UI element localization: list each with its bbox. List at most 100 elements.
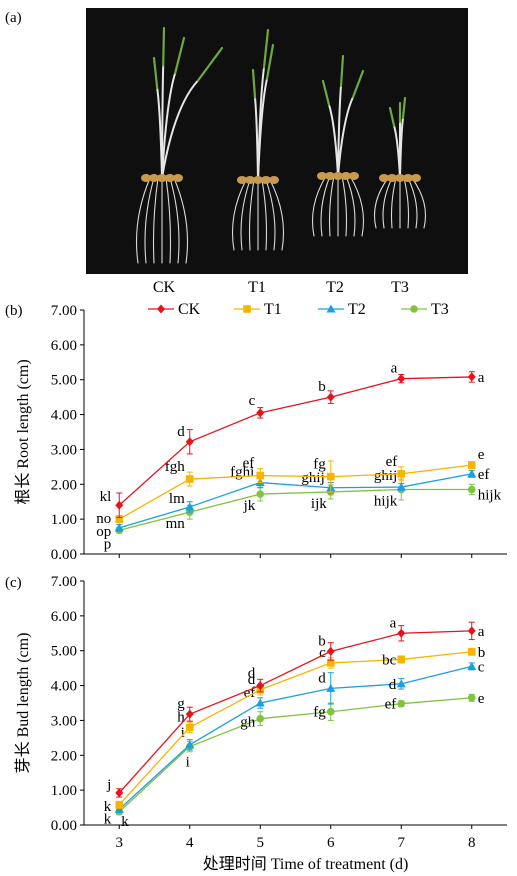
y-tick-label: 7.00 — [51, 574, 77, 590]
significance-label: a — [391, 361, 398, 377]
data-point — [467, 372, 476, 382]
significance-label: d — [177, 424, 185, 440]
series-line-t3 — [118, 697, 472, 813]
y-tick-label: 1.00 — [51, 512, 77, 528]
series-t1 — [115, 647, 476, 809]
seedling-photo — [86, 8, 468, 274]
photo-label-t1: T1 — [248, 279, 266, 296]
x-tick-label: 6 — [327, 835, 335, 851]
legend-label: T2 — [348, 301, 366, 318]
photo-label-t3: T3 — [391, 279, 409, 296]
significance-label: op — [96, 524, 111, 540]
data-point — [396, 482, 406, 491]
y-axis-title: 芽长 Bud length (cm) — [14, 633, 32, 774]
data-point — [185, 709, 194, 719]
significance-label: hijk — [374, 494, 398, 510]
y-tick-label: 7.00 — [51, 303, 77, 319]
significance-label: fg — [313, 705, 326, 721]
data-point — [396, 679, 406, 688]
significance-label: j — [106, 777, 111, 793]
y-tick-label: 3.00 — [51, 713, 77, 729]
data-point — [467, 485, 476, 494]
data-point — [397, 628, 406, 638]
data-point — [467, 626, 476, 636]
data-point — [326, 659, 335, 667]
significance-label: hijk — [478, 488, 502, 504]
series-line-ck — [118, 376, 472, 506]
significance-label: c — [478, 659, 485, 675]
y-tick-label: 4.00 — [51, 408, 77, 424]
significance-label: k — [104, 799, 112, 815]
significance-label: d — [248, 666, 256, 682]
significance-label: i — [181, 725, 185, 741]
legend-marker — [410, 305, 418, 313]
data-point — [185, 502, 195, 511]
legend-item-t3: T3 — [401, 301, 449, 318]
data-point — [397, 655, 406, 664]
significance-label: h — [177, 709, 185, 725]
y-tick-label: 2.00 — [51, 477, 77, 493]
data-point — [185, 740, 195, 749]
y-tick-label: 5.00 — [51, 644, 77, 660]
data-point — [114, 523, 124, 532]
panel-label-b: (b) — [5, 303, 23, 319]
panel-label-a: (a) — [5, 10, 22, 26]
data-point — [326, 472, 335, 481]
photo-label-t2: T2 — [326, 279, 344, 296]
y-tick-label: 0.00 — [51, 547, 77, 563]
data-point — [326, 646, 335, 656]
significance-label: mn — [166, 516, 186, 532]
x-tick-label: 4 — [186, 835, 194, 851]
x-tick-label: 3 — [116, 835, 124, 851]
data-point — [185, 723, 194, 732]
series-t2 — [114, 661, 477, 813]
significance-label: a — [390, 615, 397, 631]
significance-label: a — [478, 624, 485, 640]
data-point — [326, 683, 336, 692]
legend-label: T1 — [264, 301, 282, 318]
legend-item-ck: CK — [148, 301, 201, 318]
legend-marker — [243, 305, 251, 313]
bud-length-chart: 0.00 1.00 2.00 3.00 4.00 5.00 6.00 7.00 3 4 5 6 7 8 芽长… — [14, 574, 507, 873]
y-tick-label: 5.00 — [51, 373, 77, 389]
y-tick-label: 0.00 — [51, 818, 77, 834]
root-length-chart: 0.00 1.00 2.00 3.00 4.00 5.00 6.00 7.00 根长 Root … — [14, 303, 507, 563]
data-point — [326, 707, 335, 716]
significance-label: e — [478, 447, 485, 463]
legend-label: T3 — [431, 301, 449, 318]
data-point — [256, 471, 265, 480]
data-point — [255, 698, 265, 707]
data-point — [397, 374, 406, 384]
significance-label: d — [248, 672, 256, 688]
data-point — [326, 392, 335, 402]
data-point — [467, 469, 477, 478]
significance-label: ef — [244, 685, 256, 701]
data-point — [115, 515, 124, 523]
data-point — [256, 408, 265, 418]
significance-label: p — [104, 536, 112, 552]
data-point — [256, 714, 265, 723]
panel-label-c: (c) — [5, 575, 22, 591]
significance-label: no — [96, 511, 111, 527]
significance-label: ef — [385, 697, 397, 713]
data-point — [467, 647, 476, 656]
series-t3 — [115, 693, 476, 816]
y-tick-label: 2.00 — [51, 748, 77, 764]
significance-label: b — [478, 645, 486, 661]
legend-marker — [326, 304, 336, 313]
legend-label: CK — [178, 301, 201, 318]
series-line-t1 — [118, 651, 472, 806]
significance-label: ijk — [311, 496, 327, 512]
significance-label: g — [177, 696, 185, 712]
data-point — [115, 788, 124, 798]
legend-marker — [157, 304, 165, 314]
series-line-t2 — [119, 473, 472, 529]
x-tick-label: 7 — [398, 835, 406, 851]
significance-label: b — [318, 379, 326, 395]
data-point — [185, 475, 194, 483]
significance-label: fgh — [165, 459, 185, 475]
data-point — [397, 699, 406, 708]
x-tick-label: 8 — [468, 835, 476, 851]
series-t2 — [114, 469, 477, 532]
data-point — [256, 681, 265, 691]
